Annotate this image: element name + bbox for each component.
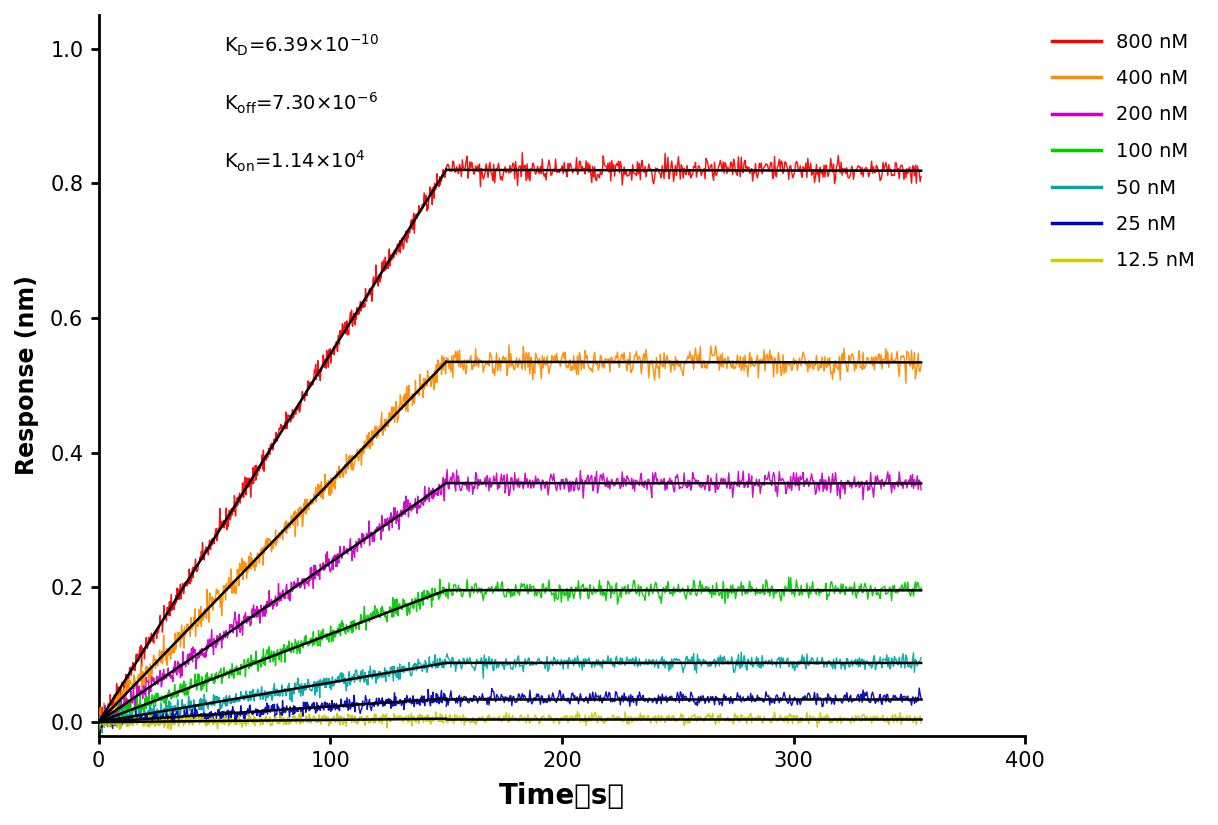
Text: K$_\mathrm{on}$=1.14×10$^4$: K$_\mathrm{on}$=1.14×10$^4$ <box>224 148 365 173</box>
Y-axis label: Response (nm): Response (nm) <box>15 276 39 475</box>
Legend: 800 nM, 400 nM, 200 nM, 100 nM, 50 nM, 25 nM, 12.5 nM: 800 nM, 400 nM, 200 nM, 100 nM, 50 nM, 2… <box>1044 25 1203 278</box>
X-axis label: Time（s）: Time（s） <box>499 782 625 810</box>
Text: K$_\mathrm{D}$=6.39×10$^{-10}$: K$_\mathrm{D}$=6.39×10$^{-10}$ <box>224 33 379 59</box>
Text: K$_\mathrm{off}$=7.30×10$^{-6}$: K$_\mathrm{off}$=7.30×10$^{-6}$ <box>224 91 378 116</box>
